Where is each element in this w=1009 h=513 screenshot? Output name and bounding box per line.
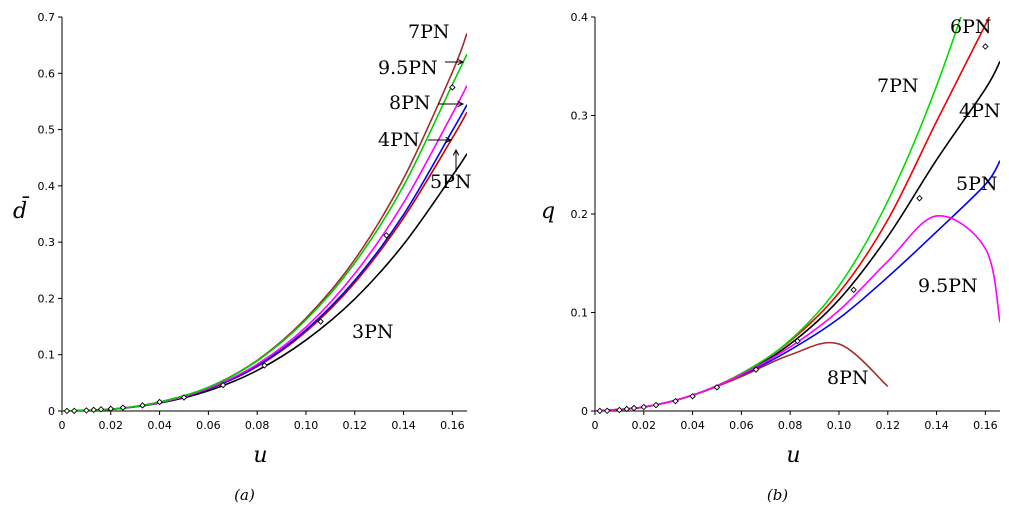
series-line-6PN [595,17,991,411]
x-tick-label: 0 [592,419,599,432]
data-marker [449,84,456,91]
x-tick-label: 0.14 [924,419,949,432]
curve-label: 5PN [430,171,472,193]
data-marker [630,404,638,412]
x-tick-label: 0.06 [729,419,754,432]
data-marker [794,337,801,345]
data-marker [850,286,857,294]
x-tick-label: 0.12 [343,419,368,432]
y-tick-label: 0.1 [38,349,56,362]
panel-label: (b) [767,486,788,504]
data-marker [596,407,604,415]
curve-label: 7PN [877,75,919,97]
x-tick-label: 0.06 [196,419,221,432]
data-marker [623,405,630,413]
panel-label: (a) [234,486,255,504]
x-tick-label: 0.02 [632,419,657,432]
y-axis-label: q [541,199,555,224]
data-marker [83,407,90,414]
curve-label: 8PN [827,367,869,389]
data-marker [156,398,163,406]
chart-panel-a: 0 0.02 0.04 0.06 0.08 0.10 0.12 0.14 0.16 0 0.1 0.2… [13,11,472,504]
data-marker [261,362,268,369]
x-tick-label: 0.02 [99,419,124,432]
chart-panel-b: 0 0.02 0.04 0.06 0.08 0.10 0.12 0.14 0.16 0 0.1 0.2… [541,11,1001,504]
data-marker [672,397,679,405]
curve-label: 5PN [956,173,998,195]
x-tick-label: 0.12 [876,419,901,432]
x-axis-label: u [253,443,267,468]
data-marker [752,366,760,373]
series-line-9.5PN [595,215,1000,411]
data-marker [180,394,188,401]
x-tick-label: 0 [59,419,66,432]
series-line-4PN [595,60,1000,411]
curve-label: 4PN [959,100,1001,122]
y-tick-label: 0.4 [571,11,589,24]
annotation-arrowhead [457,58,465,66]
x-tick-label: 0.08 [778,419,803,432]
y-tick-label: 0.2 [571,208,589,221]
data-marker [317,318,324,325]
data-marker [139,402,146,409]
curve-label: 9.5PN [918,275,978,297]
series-line-7PN [62,33,467,411]
x-tick-label: 0.16 [973,419,998,432]
curve-label: 4PN [378,129,420,151]
y-tick-label: 0.2 [38,292,56,305]
data-marker [689,392,696,400]
x-tick-label: 0.16 [440,419,465,432]
data-marker [982,43,989,50]
data-marker [70,407,78,415]
annotation-arrowhead [457,100,465,108]
y-tick-label: 0.3 [38,236,56,249]
data-marker [652,401,660,409]
x-axis-label: u [786,443,800,468]
curve-label: 6PN [950,16,992,38]
y-tick-label: 0 [48,405,55,418]
y-tick-label: 0 [581,405,588,418]
data-marker [90,406,97,414]
y-axis-label: d̄ [13,196,30,224]
x-tick-label: 0.14 [391,419,416,432]
y-tick-label: 0.7 [38,11,56,24]
series-line-3PN [62,153,467,411]
data-marker [107,405,115,412]
data-marker [383,232,390,239]
series-line-7PN [595,17,962,411]
data-marker [603,407,611,415]
curve-label: 9.5PN [378,57,438,79]
y-tick-label: 0.1 [571,307,589,320]
curve-label: 8PN [389,92,431,114]
y-tick-label: 0.3 [571,110,589,123]
x-tick-label: 0.04 [680,419,705,432]
x-tick-label: 0.10 [827,419,852,432]
y-tick-label: 0.5 [38,124,56,137]
data-marker [119,404,127,411]
x-tick-label: 0.08 [245,419,270,432]
y-tick-label: 0.6 [38,67,56,80]
x-tick-label: 0.10 [294,419,319,432]
data-marker [916,195,923,202]
data-marker [63,407,71,415]
data-marker [616,406,623,414]
data-marker [713,384,721,391]
x-tick-label: 0.04 [147,419,172,432]
curve-label: 3PN [352,321,394,343]
annotation-arrowhead [452,148,460,156]
data-marker [219,381,227,389]
annotation-arrowhead [445,136,453,144]
data-marker [640,403,648,411]
data-marker [97,406,105,413]
curve-label: 7PN [408,21,450,43]
y-tick-label: 0.4 [38,180,56,193]
